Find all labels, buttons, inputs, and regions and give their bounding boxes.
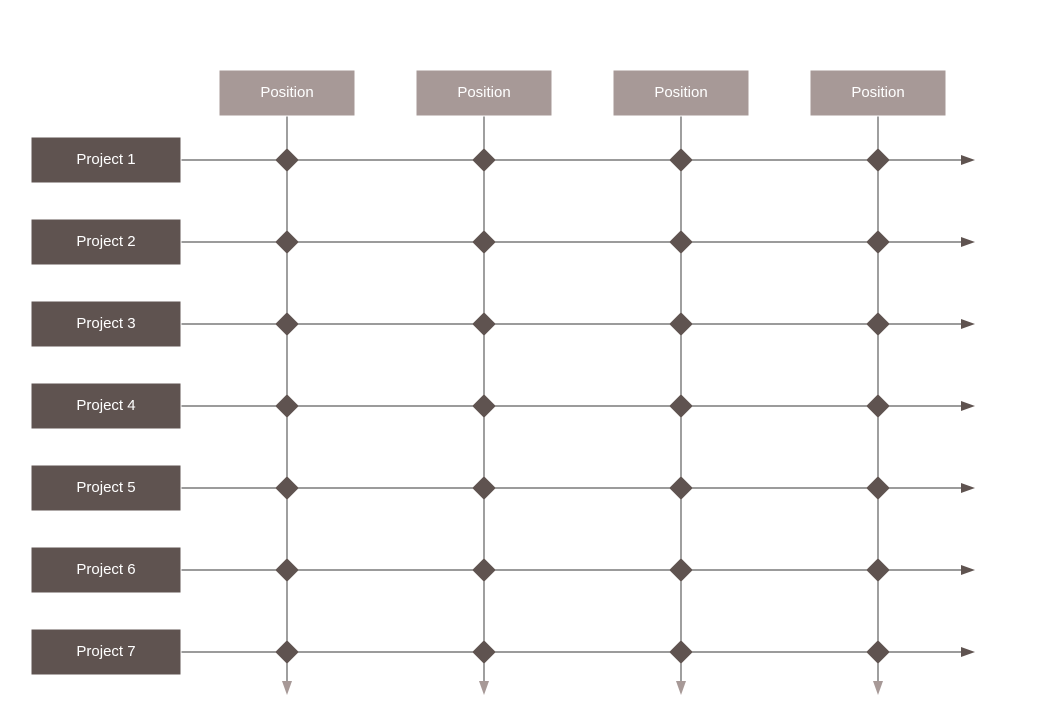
row-header-label-7: Project 7	[76, 643, 135, 660]
col-header-label-4: Position	[851, 84, 904, 101]
row-header-label-1: Project 1	[76, 151, 135, 168]
row-header-label-3: Project 3	[76, 315, 135, 332]
row-header-label-5: Project 5	[76, 479, 135, 496]
matrix-diagram: Position Position Position Position Project …	[0, 0, 1059, 725]
row-header-label-2: Project 2	[76, 233, 135, 250]
col-header-label-2: Position	[457, 84, 510, 101]
col-header-label-3: Position	[654, 84, 707, 101]
row-header-label-6: Project 6	[76, 561, 135, 578]
col-header-label-1: Position	[260, 84, 313, 101]
diagram-svg: Position Position Position Position Project …	[0, 0, 1059, 725]
row-header-label-4: Project 4	[76, 397, 135, 414]
